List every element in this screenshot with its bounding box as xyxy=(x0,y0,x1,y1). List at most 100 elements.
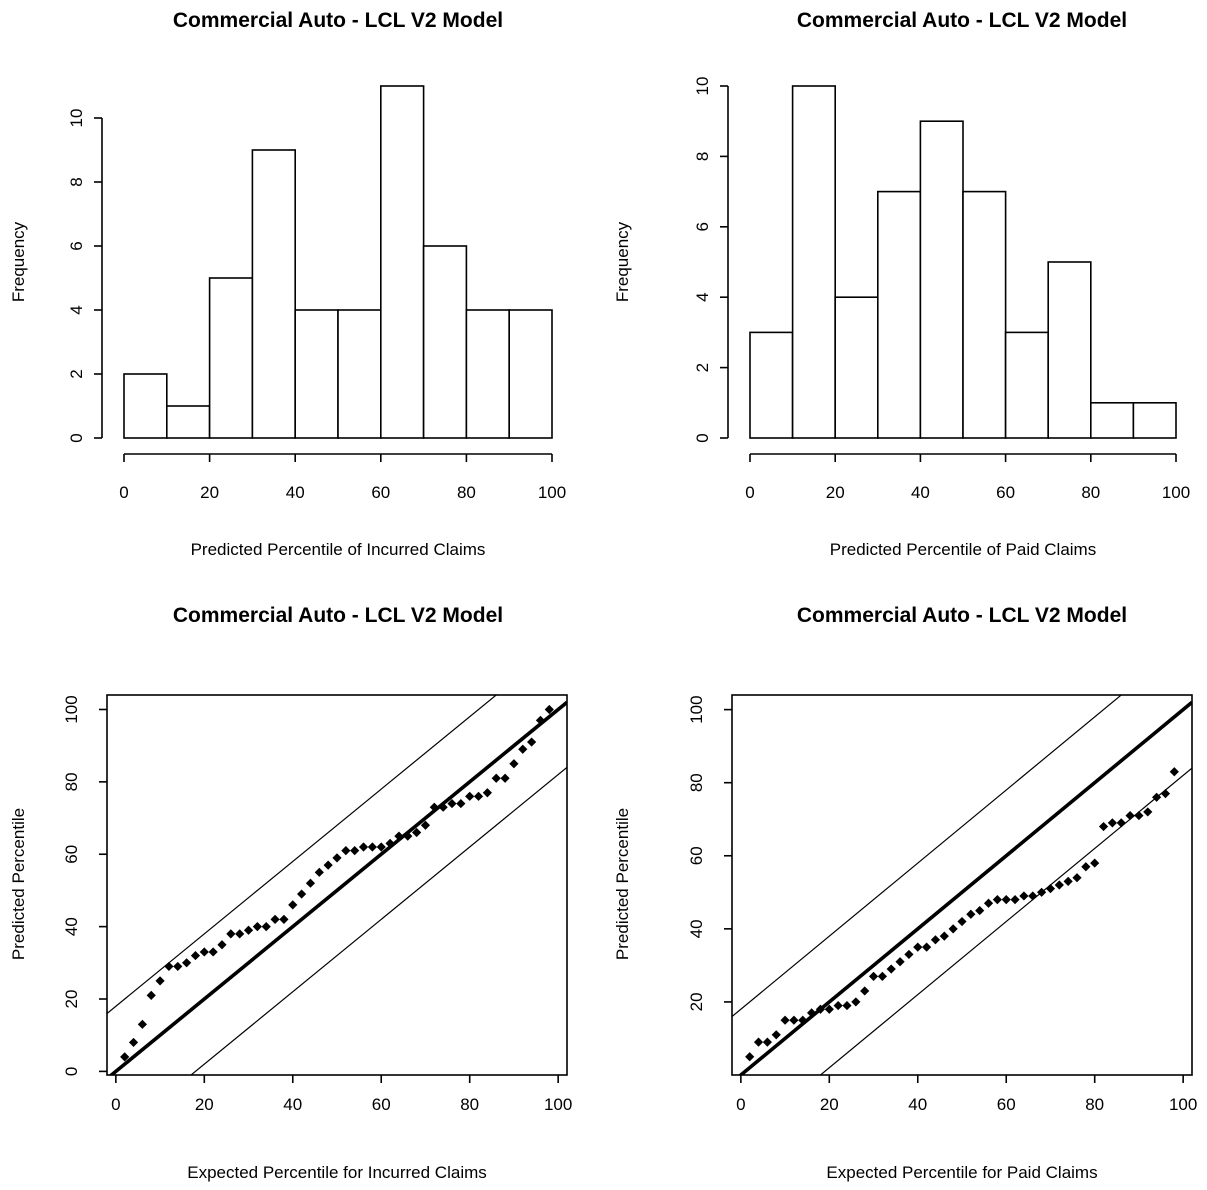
data-point xyxy=(983,898,994,908)
data-point xyxy=(544,704,554,715)
y-tick-label: 40 xyxy=(687,919,706,938)
data-point xyxy=(350,846,360,856)
data-point xyxy=(323,860,333,870)
data-point xyxy=(314,867,324,877)
x-tick-label: 40 xyxy=(908,1095,927,1114)
histogram-bar xyxy=(1089,401,1135,439)
chart-title: Commercial Auto - LCL V2 Model xyxy=(173,9,503,32)
data-point xyxy=(288,900,298,910)
x-tick-label: 80 xyxy=(457,483,476,502)
data-point xyxy=(279,914,289,924)
x-tick-label: 40 xyxy=(283,1095,302,1114)
histogram-bar xyxy=(1004,331,1050,439)
x-tick-label: 40 xyxy=(286,483,305,502)
y-tick-label: 10 xyxy=(67,109,86,128)
data-point xyxy=(913,942,923,952)
histogram-bar xyxy=(919,120,964,439)
data-point xyxy=(930,935,941,945)
x-tick-label: 60 xyxy=(997,1095,1016,1114)
data-point xyxy=(1054,880,1064,890)
data-point xyxy=(297,889,307,899)
histogram-bar xyxy=(379,85,425,439)
y-tick-label: 80 xyxy=(62,772,81,791)
x-tick-label: 60 xyxy=(371,483,390,502)
x-axis-label: Expected Percentile for Incurred Claims xyxy=(187,1163,487,1182)
data-point xyxy=(1072,873,1082,883)
y-tick-label: 100 xyxy=(687,695,706,723)
data-point xyxy=(500,773,510,783)
data-point xyxy=(332,853,342,863)
data-point xyxy=(217,940,227,950)
x-tick-label: 0 xyxy=(736,1095,745,1114)
x-tick-label: 20 xyxy=(826,483,845,502)
data-point xyxy=(190,950,201,961)
x-tick-label: 100 xyxy=(544,1095,572,1114)
data-point xyxy=(1107,818,1117,828)
data-point xyxy=(842,1000,852,1011)
data-point xyxy=(966,909,976,919)
y-tick-label: 0 xyxy=(62,1067,81,1076)
plot-frame xyxy=(106,694,568,1076)
histogram-bar xyxy=(876,190,922,439)
data-point xyxy=(1098,821,1109,832)
data-point xyxy=(789,1015,799,1025)
histogram-bar xyxy=(251,149,296,439)
band-line xyxy=(107,695,498,1014)
y-axis-label: Frequency xyxy=(9,221,28,302)
data-point xyxy=(1116,818,1126,828)
histogram-bar xyxy=(962,190,1007,439)
y-tick-label: 20 xyxy=(62,990,81,1009)
x-tick-label: 0 xyxy=(111,1095,120,1114)
x-axis-label: Expected Percentile for Paid Claims xyxy=(826,1163,1097,1182)
data-point xyxy=(824,1004,834,1014)
y-tick-label: 60 xyxy=(62,845,81,864)
histogram-bar xyxy=(749,331,794,439)
data-point xyxy=(851,997,861,1007)
x-tick-label: 80 xyxy=(1085,1095,1104,1114)
x-tick-label: 100 xyxy=(1169,1095,1197,1114)
data-point xyxy=(1125,810,1135,821)
data-point xyxy=(798,1015,808,1025)
data-point xyxy=(992,895,1002,905)
data-point xyxy=(780,1015,790,1025)
data-point xyxy=(1169,767,1179,777)
data-point xyxy=(270,914,280,924)
band-line xyxy=(190,766,567,1075)
histogram-paid-panel: Commercial Auto - LCL V2 Model 0 20 40 60 80 1… xyxy=(604,0,1207,595)
x-tick-label: 80 xyxy=(1081,483,1100,502)
data-point xyxy=(939,931,949,941)
data-point xyxy=(305,878,316,888)
y-tick-label: 2 xyxy=(693,363,712,372)
identity-line xyxy=(738,700,1192,1075)
data-point xyxy=(376,842,386,852)
data-point xyxy=(886,964,896,974)
y-tick-label: 40 xyxy=(62,917,81,936)
histogram-bar xyxy=(1132,401,1177,439)
data-point xyxy=(226,929,236,939)
data-point xyxy=(341,846,351,856)
data-point xyxy=(120,1052,130,1062)
data-point xyxy=(1134,810,1144,821)
histogram-bar xyxy=(834,296,879,439)
y-axis-label: Predicted Percentile xyxy=(9,808,28,960)
scatter-incurred-panel: Commercial Auto - LCL V2 Model 0 20 40 60 80 1… xyxy=(0,595,603,1190)
data-point xyxy=(807,1008,817,1018)
x-tick-label: 60 xyxy=(996,483,1015,502)
y-tick-label: 20 xyxy=(687,992,706,1011)
data-point xyxy=(473,791,484,801)
data-point xyxy=(868,971,879,981)
data-point xyxy=(243,925,254,935)
reference-lines xyxy=(107,695,567,1075)
x-axis-label: Predicted Percentile of Incurred Claims xyxy=(191,540,486,559)
y-tick-label: 0 xyxy=(693,433,712,442)
y-tick-label: 6 xyxy=(67,241,86,250)
data-point xyxy=(815,1004,826,1014)
x-tick-label: 40 xyxy=(911,483,930,502)
data-point xyxy=(948,924,958,934)
data-point xyxy=(527,737,537,747)
points xyxy=(745,767,1179,1062)
data-point xyxy=(1160,789,1171,799)
chart-title: Commercial Auto - LCL V2 Model xyxy=(797,604,1127,627)
y-tick-label: 8 xyxy=(693,152,712,161)
